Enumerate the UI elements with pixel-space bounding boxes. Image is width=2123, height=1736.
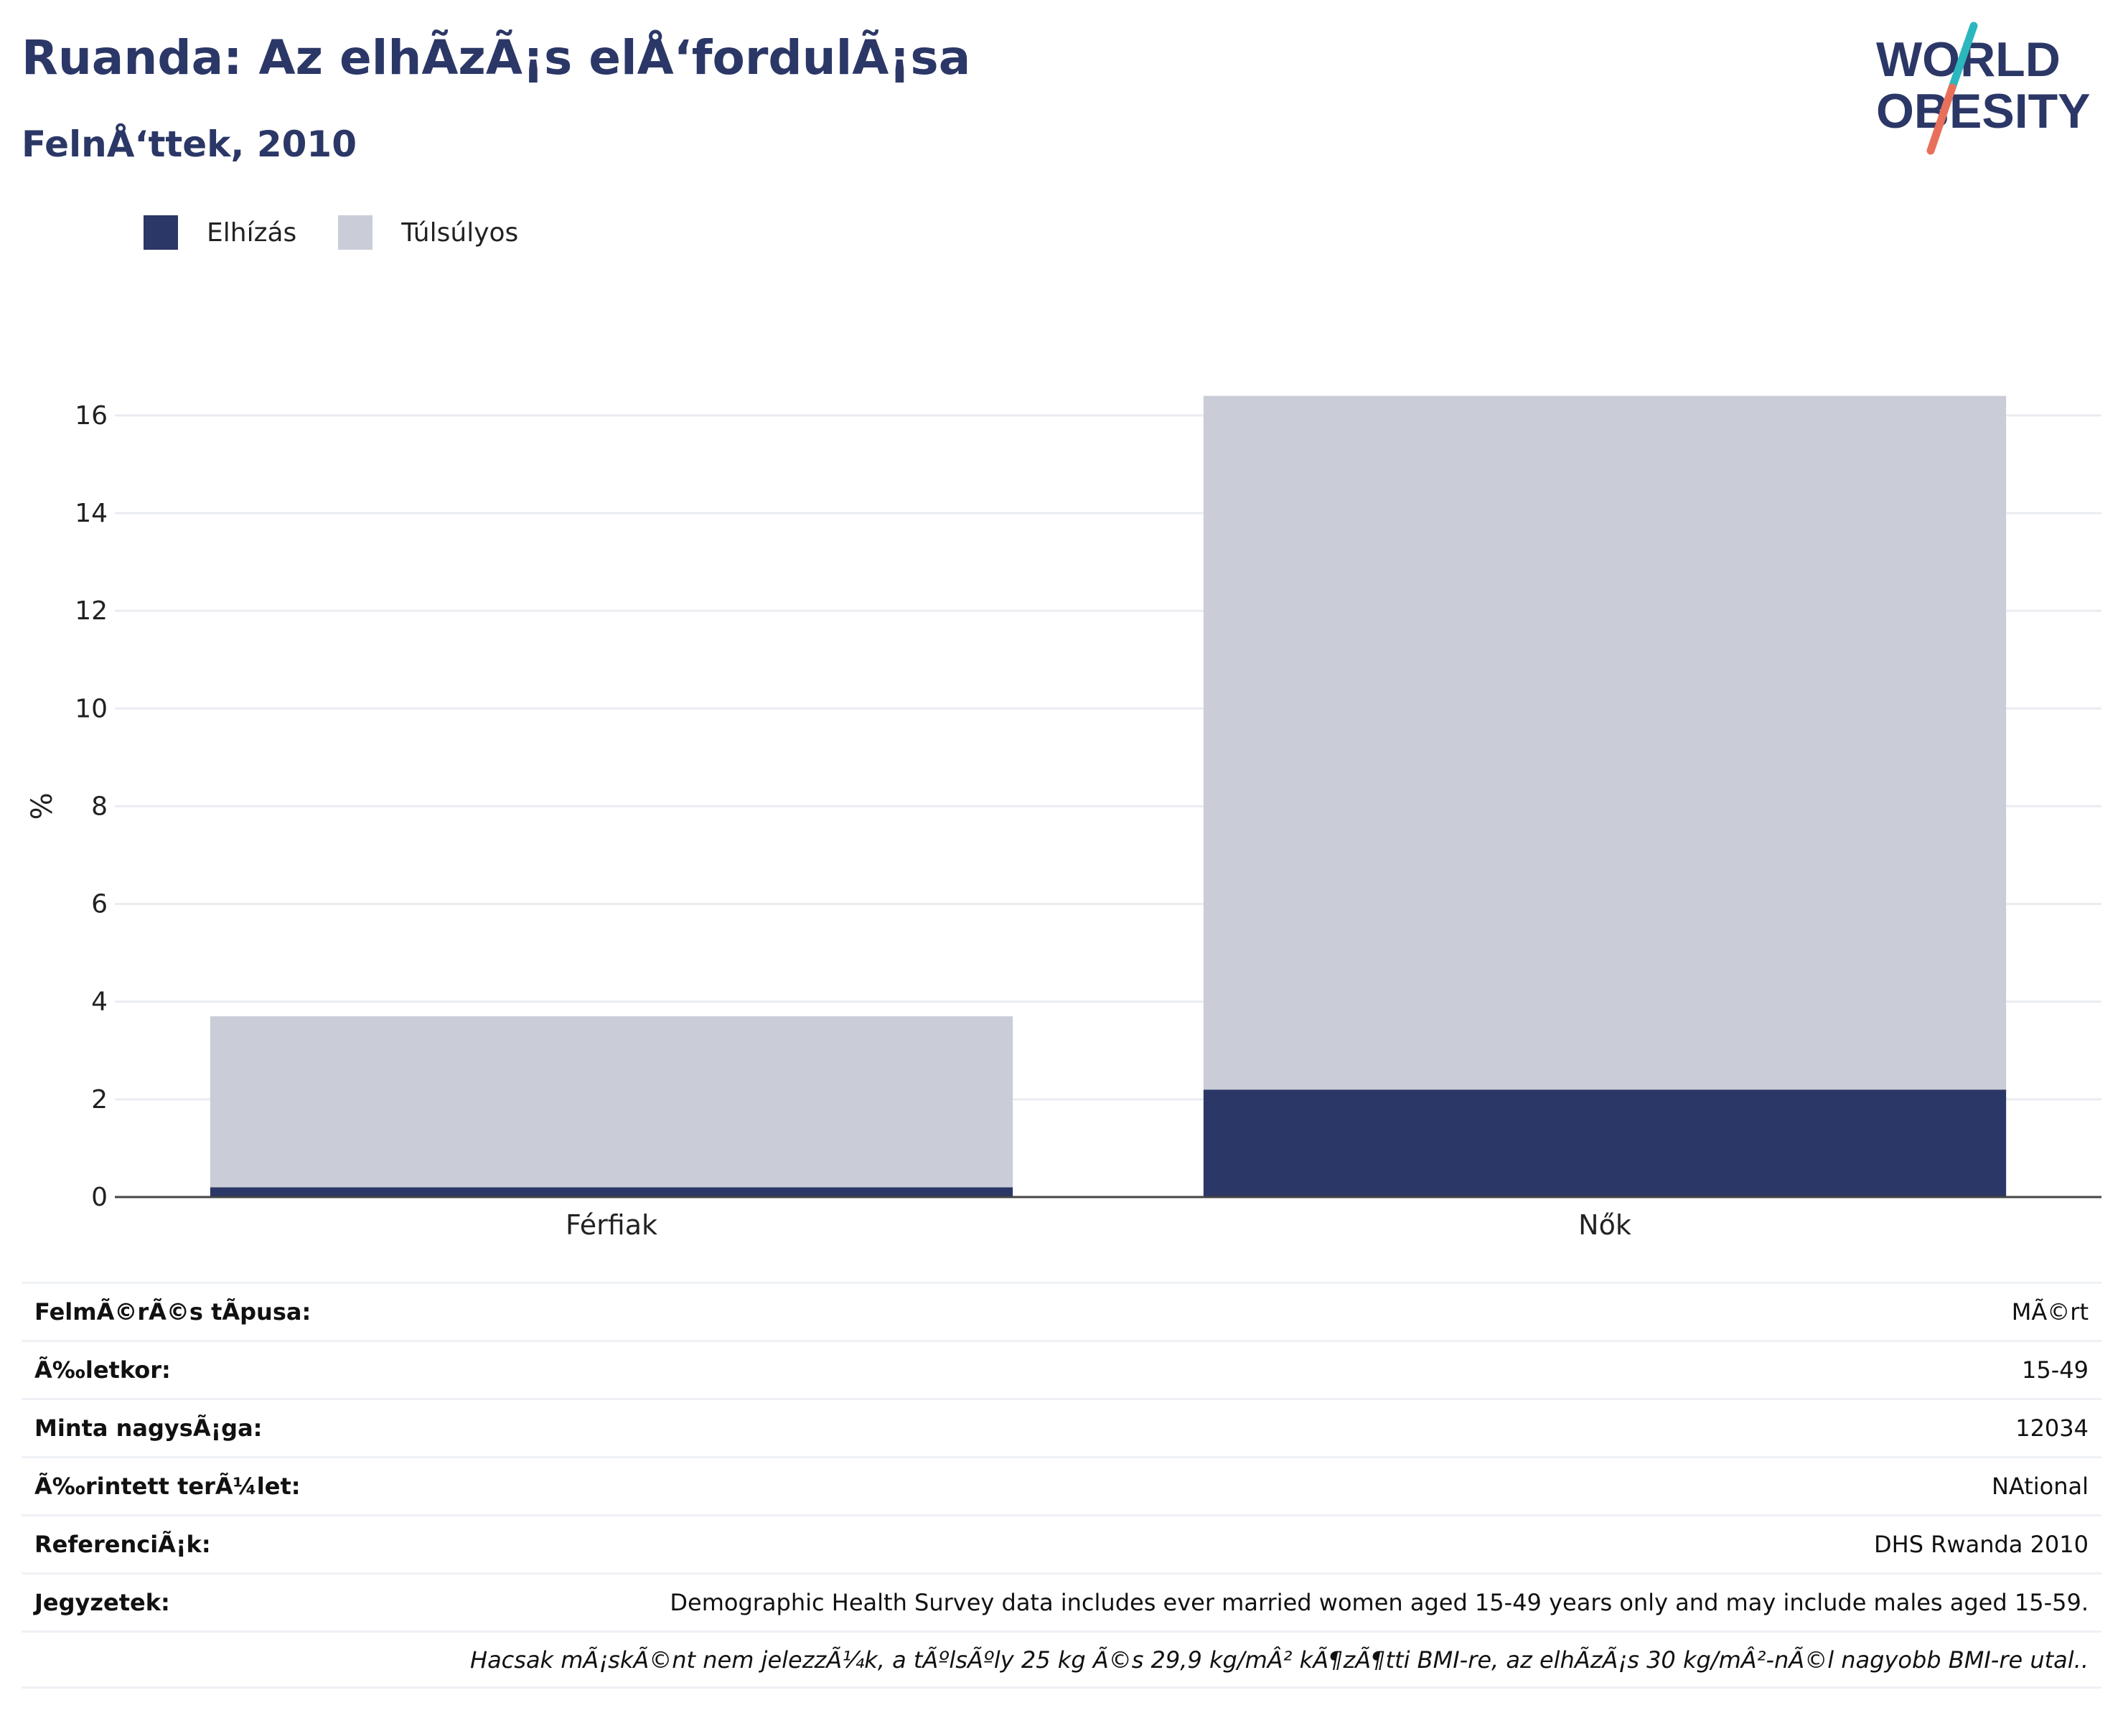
legend-label-obesity: Elhízás <box>207 217 297 248</box>
logo-text-obesity: OBESITY <box>1876 84 2091 139</box>
legend-swatch-overweight <box>338 215 373 250</box>
info-value: Demographic Health Survey data includes … <box>670 1589 2089 1616</box>
info-value: MÃ©rt <box>2011 1298 2089 1326</box>
y-tick-label: 12 <box>75 596 108 626</box>
info-value: 12034 <box>2015 1414 2089 1442</box>
x-tick-label: Nők <box>1578 1209 1631 1241</box>
x-tick-label: Férfiak <box>566 1209 657 1241</box>
chart-subtitle: FelnÅ‘ttek, 2010 <box>22 123 357 165</box>
y-tick-label: 4 <box>91 987 108 1017</box>
info-row-footnote: Hacsak mÃ¡skÃ©nt nem jelezzÃ¼k, a tÃºlsÃ… <box>22 1631 2101 1689</box>
y-axis-label: % <box>26 792 59 820</box>
bar-overweight <box>1203 395 2007 1090</box>
info-row-survey-type: FelmÃ©rÃ©s tÃpusa: MÃ©rt <box>22 1282 2101 1340</box>
info-label: Jegyzetek: <box>34 1589 170 1616</box>
footnote: Hacsak mÃ¡skÃ©nt nem jelezzÃ¼k, a tÃºlsÃ… <box>470 1646 2089 1674</box>
y-tick-label: 16 <box>75 401 108 431</box>
y-tick-label: 0 <box>91 1183 108 1212</box>
logo-slash-teal <box>1948 22 1978 92</box>
info-label: Ã‰rintett terÃ¼let: <box>34 1473 301 1500</box>
world-obesity-logo: WORLD OBESITY <box>1876 22 2091 155</box>
info-label: FelmÃ©rÃ©s tÃpusa: <box>34 1298 311 1326</box>
chart-title: Ruanda: Az elhÃzÃ¡s elÅ‘fordulÃ¡sa <box>22 30 971 85</box>
info-label: Minta nagysÃ¡ga: <box>34 1414 263 1442</box>
info-label: Ã‰letkor: <box>34 1356 171 1384</box>
info-value: NAtional <box>1991 1473 2089 1500</box>
bar-obesity <box>1203 1089 2007 1197</box>
logo-slash-red <box>1926 83 1956 155</box>
y-tick-label: 8 <box>91 792 108 821</box>
legend-item-obesity[interactable]: Elhízás <box>144 215 296 250</box>
y-tick-label: 14 <box>75 499 108 528</box>
info-row-notes: Jegyzetek: Demographic Health Survey dat… <box>22 1572 2101 1631</box>
legend-label-overweight: Túlsúlyos <box>401 217 519 248</box>
legend-item-overweight[interactable]: Túlsúlyos <box>338 215 518 250</box>
bar-obesity <box>210 1187 1013 1197</box>
stacked-bar-chart: 0 2 4 6 8 10 12 14 16% Férfiak Nők <box>26 395 2101 1241</box>
bar-overweight <box>210 1016 1013 1188</box>
info-table: FelmÃ©rÃ©s tÃpusa: MÃ©rt Ã‰letkor: 15-49… <box>22 1282 2101 1689</box>
y-tick-label: 10 <box>75 694 108 723</box>
info-row-area: Ã‰rintett terÃ¼let: NAtional <box>22 1456 2101 1514</box>
legend-swatch-obesity <box>144 215 178 250</box>
info-label: ReferenciÃ¡k: <box>34 1531 211 1558</box>
y-tick-label: 6 <box>91 890 108 919</box>
y-tick-label: 2 <box>91 1085 108 1115</box>
info-value: 15-49 <box>2022 1356 2089 1384</box>
legend: Elhízás Túlsúlyos <box>144 212 560 253</box>
info-row-sample-size: Minta nagysÃ¡ga: 12034 <box>22 1398 2101 1456</box>
info-row-age: Ã‰letkor: 15-49 <box>22 1340 2101 1398</box>
info-row-references: ReferenciÃ¡k: DHS Rwanda 2010 <box>22 1514 2101 1572</box>
info-value: DHS Rwanda 2010 <box>1873 1531 2089 1558</box>
